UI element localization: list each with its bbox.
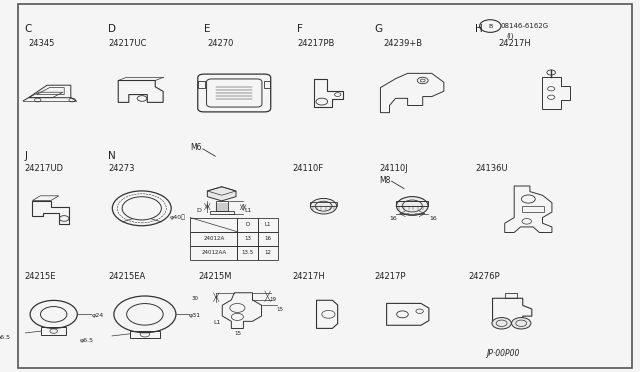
Circle shape xyxy=(511,318,531,329)
Circle shape xyxy=(492,318,511,329)
Bar xyxy=(257,246,278,260)
Text: φ24: φ24 xyxy=(92,313,104,318)
Text: D: D xyxy=(245,222,250,227)
Text: 24215E: 24215E xyxy=(25,272,56,281)
Text: 24012A: 24012A xyxy=(203,236,225,241)
Text: 15: 15 xyxy=(276,307,284,312)
Text: 24217UC: 24217UC xyxy=(108,39,147,48)
Text: 24012AA: 24012AA xyxy=(201,250,227,256)
Text: L1: L1 xyxy=(213,320,221,324)
Text: 24217H: 24217H xyxy=(499,39,531,48)
Bar xyxy=(504,293,516,298)
Bar xyxy=(257,232,278,246)
Bar xyxy=(257,218,278,232)
Text: 24217P: 24217P xyxy=(374,272,406,281)
Text: 12: 12 xyxy=(264,250,271,256)
Text: 16: 16 xyxy=(390,216,397,221)
Text: M8: M8 xyxy=(379,176,390,185)
Text: φ6.5: φ6.5 xyxy=(0,335,11,340)
Text: 24217H: 24217H xyxy=(292,272,326,281)
Text: JP·00P00: JP·00P00 xyxy=(486,349,519,358)
Circle shape xyxy=(396,196,428,215)
Text: H: H xyxy=(475,24,483,34)
Text: D: D xyxy=(196,208,202,213)
Text: B: B xyxy=(488,23,492,29)
Text: 24217PB: 24217PB xyxy=(297,39,335,48)
Text: 13.5: 13.5 xyxy=(241,250,253,256)
Bar xyxy=(190,246,237,260)
Bar xyxy=(237,218,257,232)
Bar xyxy=(237,232,257,246)
Bar xyxy=(131,331,159,338)
Bar xyxy=(237,246,257,260)
Text: 08146-6162G: 08146-6162G xyxy=(501,23,549,29)
Text: E: E xyxy=(204,24,211,34)
Text: 24217UD: 24217UD xyxy=(25,164,64,173)
Text: 24110F: 24110F xyxy=(292,164,324,173)
Bar xyxy=(190,218,237,232)
Text: N: N xyxy=(108,151,116,161)
Text: 16: 16 xyxy=(264,236,271,241)
Text: 13: 13 xyxy=(244,236,251,241)
Text: F: F xyxy=(297,24,303,34)
Text: φ40用: φ40用 xyxy=(170,214,186,220)
Text: C: C xyxy=(25,24,32,34)
Text: L1: L1 xyxy=(244,208,252,213)
Text: (I): (I) xyxy=(506,32,513,39)
Text: G: G xyxy=(374,24,383,34)
Text: 24110J: 24110J xyxy=(379,164,408,173)
Text: 24215M: 24215M xyxy=(198,272,232,281)
Text: D: D xyxy=(108,24,116,34)
Text: M6: M6 xyxy=(190,143,202,152)
Text: 24273: 24273 xyxy=(108,164,135,173)
Text: 16: 16 xyxy=(429,216,437,221)
Text: J: J xyxy=(25,151,28,161)
Bar xyxy=(522,205,544,212)
Text: 19: 19 xyxy=(269,297,276,302)
Text: 24276P: 24276P xyxy=(469,272,500,281)
Text: L1: L1 xyxy=(264,222,271,227)
Text: φ31: φ31 xyxy=(189,313,201,318)
Text: 24345: 24345 xyxy=(29,39,55,48)
Text: 24136U: 24136U xyxy=(475,164,508,173)
Polygon shape xyxy=(207,187,236,201)
Bar xyxy=(264,81,271,88)
Bar xyxy=(190,232,237,246)
Text: 24239+B: 24239+B xyxy=(383,39,422,48)
Text: 24270: 24270 xyxy=(207,39,234,48)
Text: 15: 15 xyxy=(234,331,241,336)
Bar xyxy=(41,327,67,335)
Circle shape xyxy=(310,198,337,214)
Text: φ6.5: φ6.5 xyxy=(79,338,93,343)
Text: 24215EA: 24215EA xyxy=(108,272,146,281)
Bar xyxy=(198,81,205,88)
Text: 30: 30 xyxy=(192,296,199,301)
